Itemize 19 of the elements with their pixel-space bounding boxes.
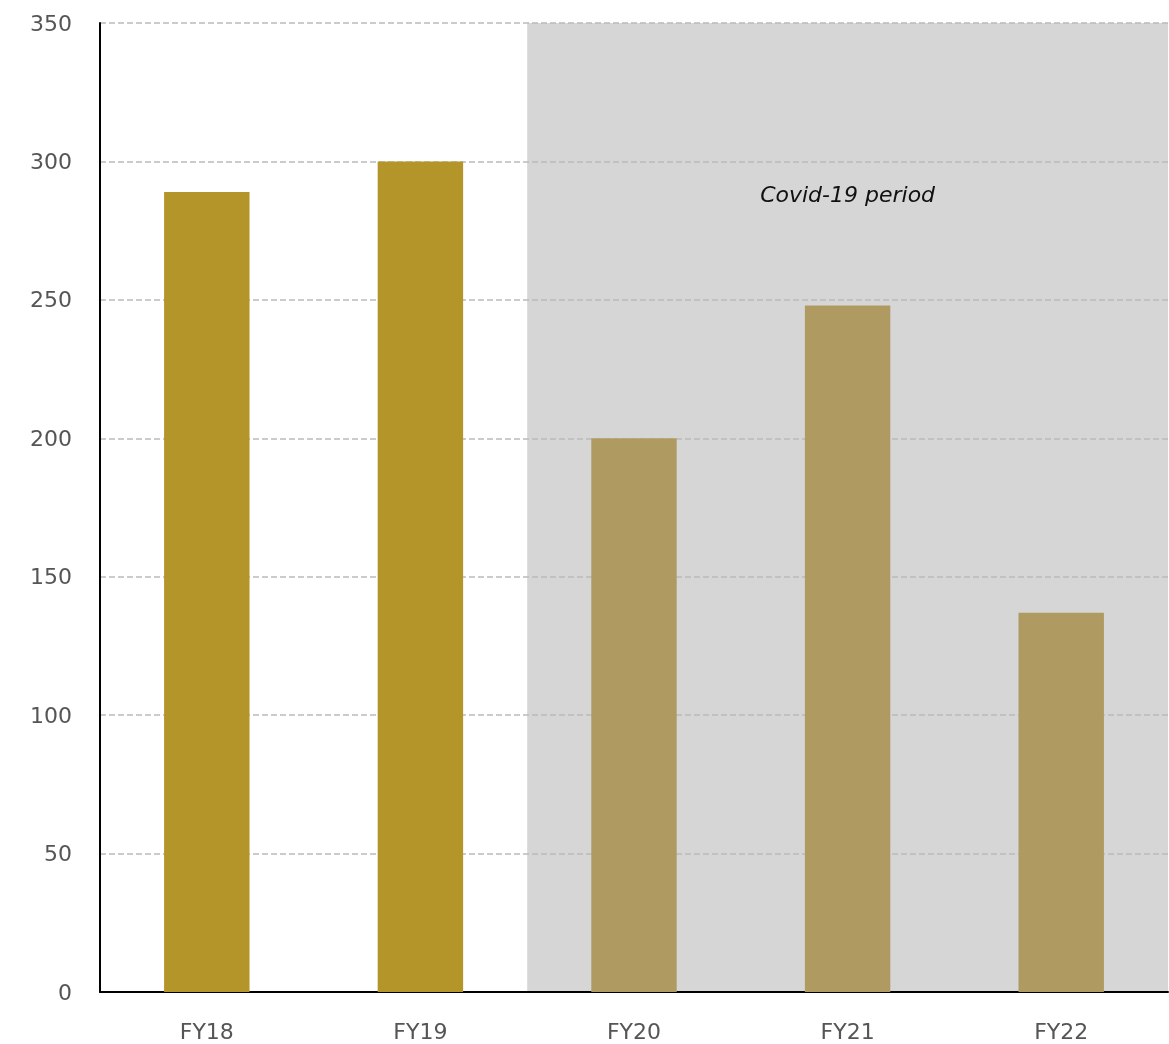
bar [377,161,464,992]
x-tick-label: FY18 [179,1018,234,1044]
y-tick-label: 350 [30,10,72,36]
y-tick-label: 0 [58,979,72,1005]
y-tick-label: 300 [30,148,72,174]
y-tick-label: 200 [30,425,72,451]
x-tick-label: FY21 [820,1018,875,1044]
y-tick-label: 150 [30,564,72,590]
y-tick-label: 100 [30,702,72,728]
bar [164,191,250,992]
y-tick-label: 250 [30,287,72,313]
x-tick-label: FY20 [606,1018,662,1044]
x-tick-label: FY22 [1034,1018,1089,1044]
bar [804,305,891,992]
bar [1018,612,1104,992]
band-label: Covid-19 period [760,181,937,207]
x-tick-label: FY19 [393,1018,448,1044]
bar [591,438,677,992]
y-tick-label: 50 [44,841,72,867]
